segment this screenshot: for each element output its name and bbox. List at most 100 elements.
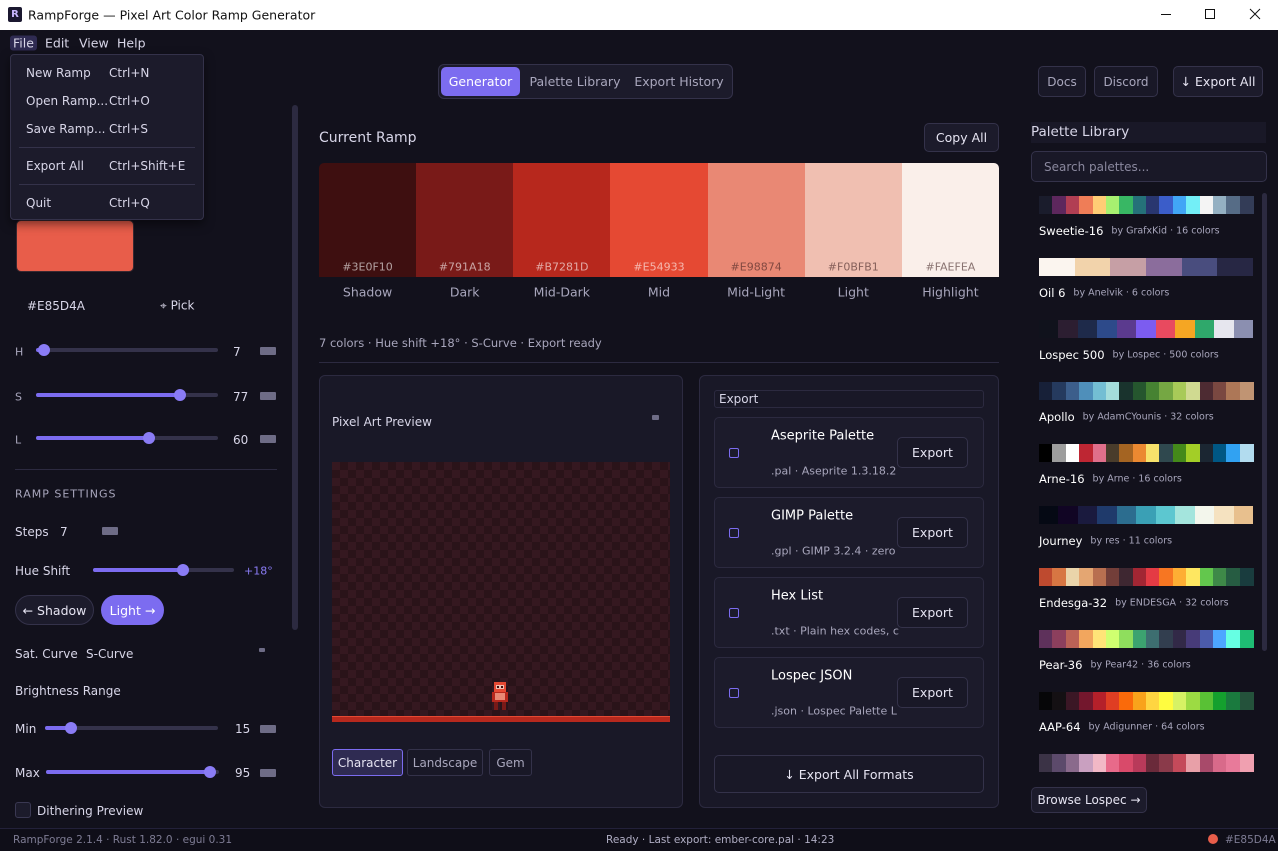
export-button[interactable]: Export — [897, 437, 968, 468]
palette-row[interactable]: Arne-16 by Arne · 16 colors — [1031, 444, 1259, 500]
panel-icon[interactable] — [652, 415, 659, 420]
slider[interactable] — [45, 722, 218, 734]
palette-swatch — [1172, 754, 1187, 772]
export-button[interactable]: Export — [897, 517, 968, 548]
hue-shift-slider[interactable] — [93, 564, 234, 576]
top-button[interactable]: Docs — [1038, 66, 1086, 97]
tab[interactable]: Generator — [441, 67, 520, 96]
ramp-swatch[interactable] — [319, 163, 417, 277]
slider-thumb[interactable] — [64, 722, 77, 734]
scrollbar[interactable] — [292, 105, 298, 630]
menu-item[interactable]: File — [10, 35, 37, 51]
slider[interactable] — [36, 389, 218, 401]
top-button[interactable]: ↓ Export All — [1173, 66, 1263, 97]
spinner[interactable] — [260, 392, 276, 400]
checkbox[interactable] — [15, 802, 31, 818]
top-button[interactable]: Discord — [1094, 66, 1158, 97]
spinner[interactable] — [260, 347, 276, 355]
slider-thumb[interactable] — [143, 432, 156, 444]
palette-swatch — [1155, 320, 1176, 338]
format-desc: .pal · Aseprite 1.3.18.2 — [771, 464, 897, 478]
palette-swatch — [1199, 382, 1214, 400]
palette-name: AAP-64 — [1039, 720, 1081, 734]
palette-row[interactable]: Lospec 500 by Lospec · 500 colors — [1031, 320, 1259, 376]
palette-swatch — [1065, 568, 1080, 586]
palette-meta: by Arne · 16 colors — [1092, 473, 1182, 485]
preview-tab[interactable]: Character — [332, 749, 403, 776]
copy-all-button[interactable]: Copy All — [924, 123, 999, 152]
palette-row[interactable]: AAP-64 by Adigunner · 64 colors — [1031, 692, 1259, 748]
ramp-swatch[interactable] — [513, 163, 611, 277]
palette-swatch — [1079, 692, 1093, 710]
preview-tab[interactable]: Gem — [489, 749, 532, 776]
palette-meta: by Anelvik · 6 colors — [1073, 287, 1170, 299]
menu-entry[interactable]: New Ramp — [26, 66, 91, 80]
pick-button[interactable]: ⌖ Pick — [160, 298, 195, 313]
slider-thumb[interactable] — [204, 766, 217, 778]
palette-swatch — [1092, 382, 1107, 400]
palette-swatch — [1039, 320, 1059, 338]
palette-row[interactable]: Journey by res · 11 colors — [1031, 506, 1259, 562]
spinner[interactable] — [260, 769, 276, 777]
shadow-button[interactable]: ← Shadow — [15, 595, 94, 625]
spinner[interactable] — [102, 527, 118, 535]
spinner[interactable] — [260, 725, 276, 733]
hue-shift-label: Hue Shift — [15, 564, 71, 578]
palette-swatch — [1199, 630, 1214, 648]
dropdown-icon[interactable] — [259, 648, 265, 652]
preview-tab[interactable]: Landscape — [407, 749, 483, 776]
menu-entry[interactable]: Quit — [26, 196, 52, 210]
palette-swatch — [1186, 196, 1200, 214]
palette-swatch — [1212, 754, 1227, 772]
menu-entry[interactable]: Open Ramp... — [26, 94, 109, 108]
menu-item[interactable]: Edit — [45, 35, 70, 51]
scrollbar[interactable] — [1262, 193, 1267, 651]
steps-value[interactable]: 7 — [60, 525, 68, 539]
ramp-swatch[interactable] — [610, 163, 709, 277]
palette-meta: by Pear42 · 36 colors — [1090, 659, 1191, 671]
palette-swatch — [1159, 196, 1174, 214]
slider-fill — [46, 770, 211, 774]
palette-swatch — [1105, 630, 1120, 648]
palette-row[interactable]: Endesga-32 by ENDESGA · 32 colors — [1031, 568, 1259, 624]
palette-swatch — [1092, 568, 1107, 586]
menu-item[interactable]: Help — [117, 35, 146, 51]
color-preview[interactable] — [16, 220, 134, 272]
palette-row[interactable] — [1031, 754, 1259, 778]
ramp-swatch[interactable] — [804, 163, 903, 277]
palette-swatch — [1092, 754, 1107, 772]
tab[interactable]: Export History — [634, 74, 724, 89]
slider[interactable] — [36, 432, 218, 444]
ramp-swatch[interactable] — [416, 163, 514, 277]
ramp-swatch[interactable] — [901, 163, 1000, 277]
palette-row[interactable]: Oil 6 by Anelvik · 6 colors — [1031, 258, 1259, 314]
browse-button[interactable]: Browse Lospec → — [1031, 787, 1147, 813]
library-header: Palette Library — [1031, 122, 1266, 143]
search-box[interactable]: Search palettes... — [1031, 151, 1267, 182]
slider-thumb[interactable] — [37, 344, 50, 356]
palette-swatch — [1146, 444, 1160, 462]
menu-entry[interactable]: Save Ramp... — [26, 122, 106, 136]
light-button[interactable]: Light → — [101, 595, 164, 625]
window-controls[interactable] — [1150, 0, 1278, 30]
palette-name: Oil 6 — [1039, 286, 1066, 300]
menu-entry[interactable]: Export All — [26, 159, 84, 173]
palette-row[interactable]: Pear-36 by Pear42 · 36 colors — [1031, 630, 1259, 686]
sat-curve-value[interactable]: S-Curve — [86, 647, 134, 661]
spinner[interactable] — [260, 435, 276, 443]
export-all-formats[interactable]: ↓ Export All Formats — [714, 755, 984, 793]
swatch-name: Mid-Dark — [533, 284, 591, 300]
slider[interactable] — [36, 344, 218, 356]
ramp-swatch[interactable] — [707, 163, 806, 277]
slider-thumb[interactable] — [174, 389, 187, 401]
palette-row[interactable]: Apollo by AdamCYounis · 32 colors — [1031, 382, 1259, 438]
export-button[interactable]: Export — [897, 677, 968, 708]
palette-row[interactable]: Sweetie-16 by GrafxKid · 16 colors — [1031, 196, 1259, 252]
tab[interactable]: Palette Library — [529, 74, 621, 89]
slider-thumb[interactable] — [177, 564, 189, 576]
menu-shortcut: Ctrl+Q — [109, 196, 150, 210]
export-button[interactable]: Export — [897, 597, 968, 628]
menu-item[interactable]: View — [79, 35, 109, 51]
slider[interactable] — [46, 766, 219, 778]
format-card: Hex List .txt · Plain hex codes, c Export — [714, 577, 984, 648]
